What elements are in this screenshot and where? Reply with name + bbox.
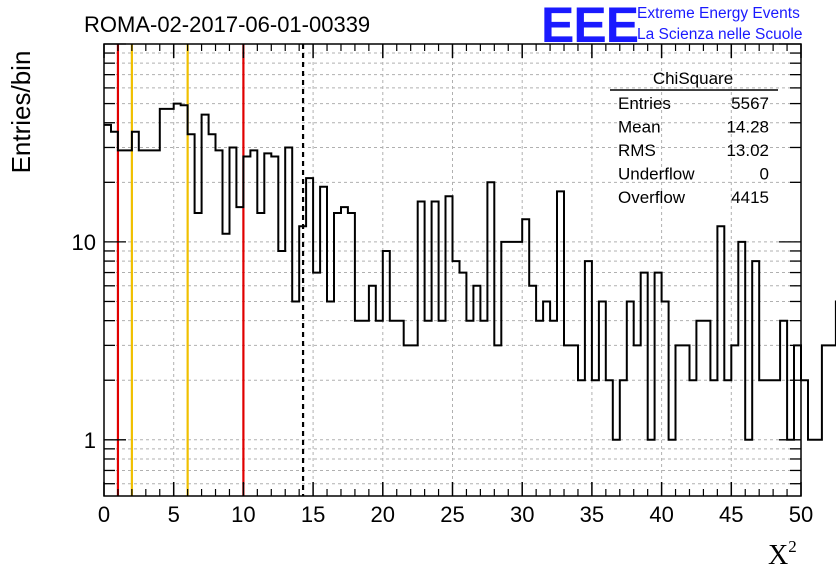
grid-layer bbox=[104, 44, 801, 496]
histogram-series bbox=[104, 102, 836, 441]
x-tick-label: 50 bbox=[789, 502, 813, 527]
axis-ticks: 0 5 10 15 20 25 30 35 40 45 50 1 10 bbox=[72, 43, 813, 527]
x-tick-label: 15 bbox=[301, 502, 325, 527]
x-axis-label-sup: 2 bbox=[788, 537, 797, 556]
x-tick-label: 40 bbox=[649, 502, 673, 527]
stats-label: Underflow bbox=[618, 165, 695, 184]
x-tick-label: 0 bbox=[98, 502, 110, 527]
x-tick-label: 10 bbox=[231, 502, 255, 527]
stats-label: Mean bbox=[618, 118, 661, 137]
logo-line-2: La Scienza nelle Scuole bbox=[637, 26, 802, 43]
chart-title: ROMA-02-2017-06-01-00339 bbox=[84, 12, 370, 37]
x-tick-label: 25 bbox=[440, 502, 464, 527]
stats-value: 5567 bbox=[731, 94, 769, 113]
stats-rows: Entries 5567 Mean 14.28 RMS 13.02 Underflow 0 Ov… bbox=[618, 94, 769, 207]
stats-value: 13.02 bbox=[726, 141, 769, 160]
stats-value: 14.28 bbox=[726, 118, 769, 137]
y-tick-label: 1 bbox=[84, 428, 96, 453]
stats-label: RMS bbox=[618, 141, 656, 160]
logo-line-1: Extreme Energy Events bbox=[637, 5, 800, 22]
stats-label: Overflow bbox=[618, 188, 686, 207]
stats-label: Entries bbox=[618, 94, 671, 113]
x-tick-label: 30 bbox=[510, 502, 534, 527]
x-tick-label: 35 bbox=[580, 502, 604, 527]
x-tick-label: 5 bbox=[168, 502, 180, 527]
x-axis-label-base: X bbox=[768, 540, 788, 571]
stats-value: 0 bbox=[760, 165, 769, 184]
eee-logo: EEE Extreme Energy Events La Scienza nel… bbox=[541, 0, 802, 53]
x-axis-label: X2 bbox=[768, 537, 797, 571]
stats-box: ChiSquare Entries 5567 Mean 14.28 RMS 13.02 Un… bbox=[610, 69, 778, 207]
x-tick-label: 45 bbox=[719, 502, 743, 527]
logo-mark: EEE bbox=[541, 0, 638, 53]
x-tick-label: 20 bbox=[371, 502, 395, 527]
stats-title: ChiSquare bbox=[653, 69, 733, 88]
reference-lines bbox=[116, 44, 305, 496]
y-tick-label: 10 bbox=[72, 230, 96, 255]
y-axis-label: Entries/bin bbox=[6, 51, 36, 174]
stats-value: 4415 bbox=[731, 188, 769, 207]
